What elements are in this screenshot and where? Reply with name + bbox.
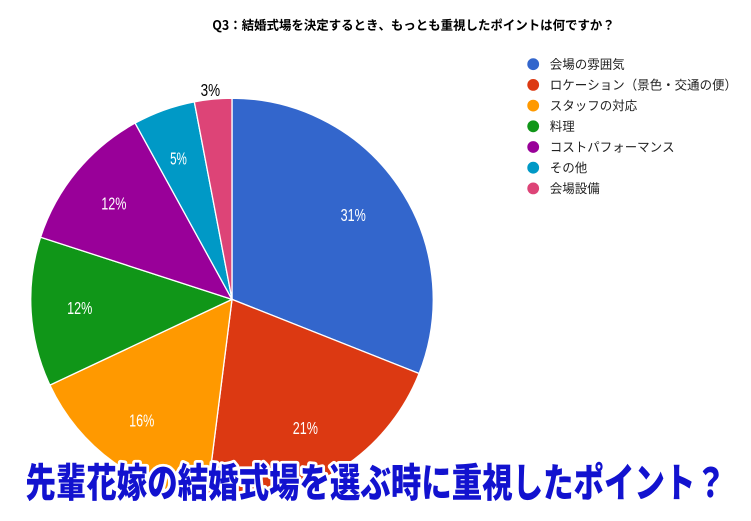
svg-text:21%: 21% <box>293 418 318 438</box>
svg-text:16%: 16% <box>129 410 154 430</box>
svg-text:3%: 3% <box>201 80 221 100</box>
svg-text:5%: 5% <box>170 149 187 169</box>
svg-text:31%: 31% <box>341 205 366 225</box>
svg-text:12%: 12% <box>101 193 126 213</box>
svg-text:12%: 12% <box>67 298 92 318</box>
